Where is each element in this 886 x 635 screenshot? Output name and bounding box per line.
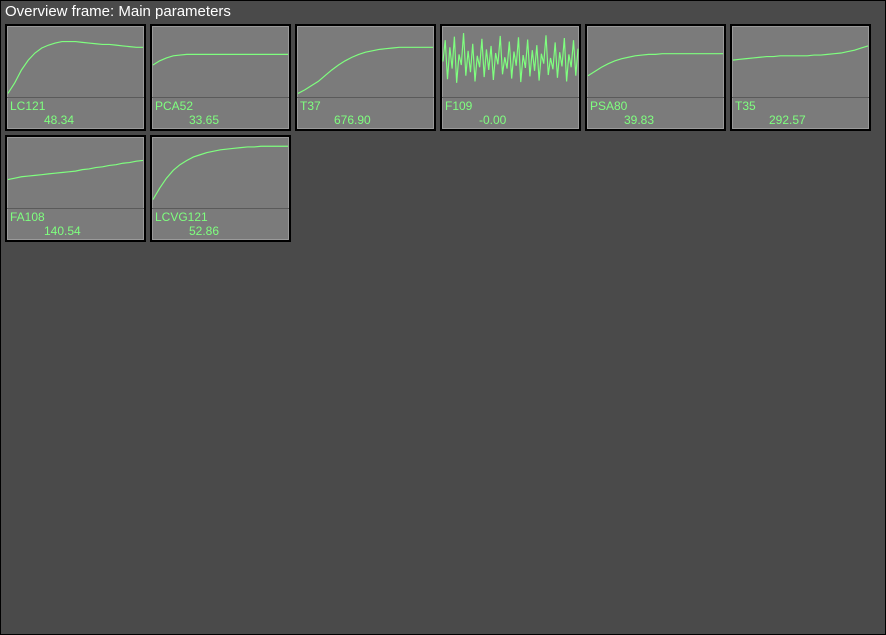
trend-chart <box>587 26 724 98</box>
parameter-value: -0.00 <box>445 113 576 127</box>
tile-footer: PCA5233.65 <box>152 98 289 129</box>
parameter-tile[interactable]: T35292.57 <box>730 24 871 131</box>
trend-chart <box>7 26 144 98</box>
parameter-tile[interactable]: LCVG12152.86 <box>150 135 291 242</box>
tile-footer: LCVG12152.86 <box>152 209 289 240</box>
tile-footer: T37676.90 <box>297 98 434 129</box>
parameter-value: 48.34 <box>10 113 141 127</box>
tile-footer: LC12148.34 <box>7 98 144 129</box>
parameter-label: PSA80 <box>590 99 721 113</box>
parameter-label: LCVG121 <box>155 210 286 224</box>
parameter-label: T35 <box>735 99 866 113</box>
tile-footer: F109-0.00 <box>442 98 579 129</box>
parameter-label: LC121 <box>10 99 141 113</box>
parameter-value: 292.57 <box>735 113 866 127</box>
page-title: Overview frame: Main parameters <box>1 1 885 24</box>
parameter-label: F109 <box>445 99 576 113</box>
parameter-tile[interactable]: F109-0.00 <box>440 24 581 131</box>
parameter-tile[interactable]: PSA8039.83 <box>585 24 726 131</box>
parameter-tile[interactable]: FA108140.54 <box>5 135 146 242</box>
trend-chart <box>297 26 434 98</box>
tile-footer: T35292.57 <box>732 98 869 129</box>
parameter-value: 140.54 <box>10 224 141 238</box>
parameter-value: 33.65 <box>155 113 286 127</box>
parameter-label: FA108 <box>10 210 141 224</box>
tile-grid: LC12148.34 PCA5233.65 T37676.90 F109-0.00 PS… <box>1 24 885 242</box>
parameter-tile[interactable]: T37676.90 <box>295 24 436 131</box>
parameter-tile[interactable]: PCA5233.65 <box>150 24 291 131</box>
parameter-value: 39.83 <box>590 113 721 127</box>
parameter-label: PCA52 <box>155 99 286 113</box>
parameter-tile[interactable]: LC12148.34 <box>5 24 146 131</box>
parameter-label: T37 <box>300 99 431 113</box>
parameter-value: 52.86 <box>155 224 286 238</box>
trend-chart <box>7 137 144 209</box>
trend-chart <box>732 26 869 98</box>
trend-chart <box>442 26 579 98</box>
tile-footer: PSA8039.83 <box>587 98 724 129</box>
trend-chart <box>152 26 289 98</box>
trend-chart <box>152 137 289 209</box>
parameter-value: 676.90 <box>300 113 431 127</box>
tile-footer: FA108140.54 <box>7 209 144 240</box>
